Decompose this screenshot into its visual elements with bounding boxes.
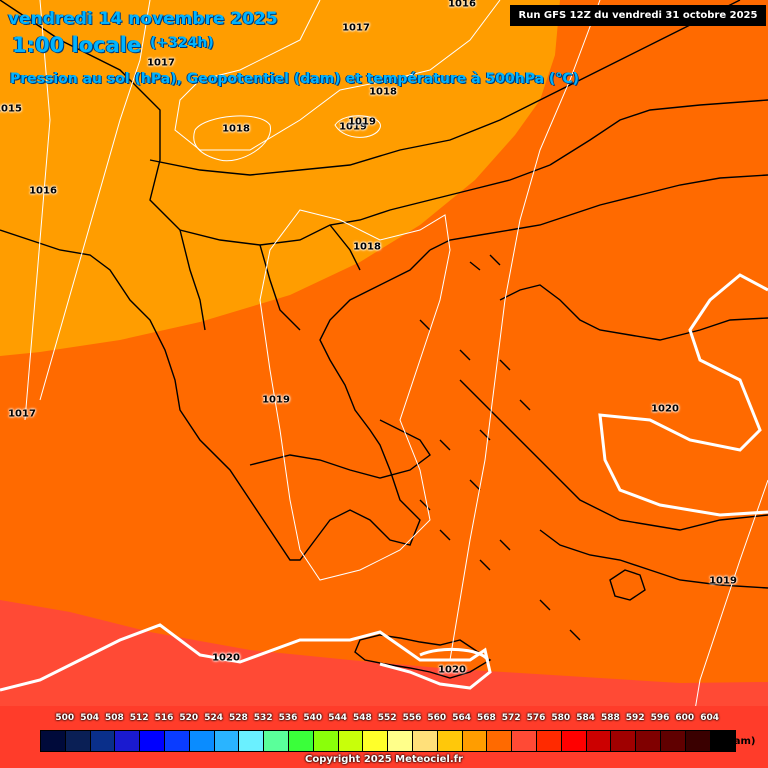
legend-tick-label: 552 (377, 713, 397, 723)
legend-tick-label: 572 (501, 713, 521, 723)
legend-tick-label: 524 (204, 713, 223, 723)
legend-tick-label: 544 (328, 713, 347, 723)
legend-tick-label: 504 (80, 713, 99, 723)
legend-swatch (487, 731, 513, 751)
legend-tick-label: 528 (228, 713, 248, 723)
legend-tick-label: 548 (352, 713, 372, 723)
isobar-label: 1018 (369, 86, 397, 98)
legend-swatch (214, 731, 240, 751)
isobar-label: 1015 (0, 103, 22, 115)
legend-swatch (388, 731, 413, 751)
legend-swatch (239, 731, 265, 751)
legend-swatch (189, 731, 215, 751)
legend-swatch (636, 731, 661, 751)
legend-swatch (288, 731, 314, 751)
isobar-label: 1018 (222, 123, 250, 135)
color-scale (40, 730, 737, 752)
legend-swatch (462, 731, 488, 751)
isobar-label: 1019 (709, 575, 737, 587)
forecast-date: vendredi 14 novembre 2025 (8, 9, 278, 29)
legend-swatch (140, 731, 165, 751)
isobar-label: 1019 (348, 116, 376, 128)
isobar-label: 1020 (212, 652, 240, 664)
legend-swatch (561, 731, 587, 751)
isobar-label: 1017 (8, 408, 36, 420)
isobar-label: 1018 (353, 241, 381, 253)
legend-tick-label: 532 (253, 713, 273, 723)
isobars (0, 0, 768, 741)
legend-tick-label: 560 (427, 713, 447, 723)
legend-swatch (115, 731, 141, 751)
legend-tick-label: 564 (452, 713, 471, 723)
legend-tick-label: 536 (278, 713, 298, 723)
isobar-label: 1019 (262, 394, 290, 406)
legend-tick-label: 500 (55, 713, 75, 723)
legend-swatch (338, 731, 364, 751)
legend-swatch (41, 731, 66, 751)
run-info: Run GFS 12Z du vendredi 31 octobre 2025 (510, 5, 766, 26)
legend-tick-label: 556 (402, 713, 422, 723)
legend-tick-label: 576 (526, 713, 546, 723)
legend-swatch (65, 731, 91, 751)
isobar-label: 1020 (651, 403, 679, 415)
legend-tick-label: 540 (303, 713, 323, 723)
isobar-label: 1020 (438, 664, 466, 676)
forecast-offset: (+324h) (150, 35, 214, 51)
legend-swatch (536, 731, 562, 751)
legend-tick-label: 516 (154, 713, 174, 723)
map-parameters: Pression au sol (hPa), Geopotentiel (dam… (10, 71, 579, 87)
legend-tick-label: 520 (179, 713, 199, 723)
isobar-label: 1016 (29, 185, 57, 197)
legend-tick-label: 604 (700, 713, 719, 723)
legend-tick-label: 584 (576, 713, 595, 723)
legend-swatch (412, 731, 438, 751)
legend-tick-label: 512 (129, 713, 149, 723)
legend-swatch (660, 731, 686, 751)
legend-tick-label: 596 (650, 713, 670, 723)
forecast-hour: 1:00 locale (12, 33, 142, 57)
legend-swatch (685, 731, 711, 751)
legend-tick-label: 508 (104, 713, 124, 723)
legend-tick-label: 568 (476, 713, 496, 723)
copyright: Copyright 2025 Meteociel.fr (305, 754, 463, 765)
legend-swatch (586, 731, 612, 751)
legend-swatch (512, 731, 537, 751)
legend-swatch (710, 731, 736, 751)
legend-tick-label: 592 (625, 713, 645, 723)
legend-ticks: 500 504 508 512 516 520 524 528 532 536 540 544 548 5… (0, 713, 768, 727)
zone-568 (0, 0, 560, 356)
legend-tick-label: 580 (551, 713, 571, 723)
isobar-label: 1017 (147, 57, 175, 69)
legend-swatch (437, 731, 463, 751)
isobar-label: 1019 (339, 121, 367, 133)
legend-swatch (90, 731, 116, 751)
legend-swatch (264, 731, 289, 751)
legend-swatch (164, 731, 190, 751)
coastlines (0, 0, 768, 679)
legend-tick-label: 600 (675, 713, 695, 723)
isobar-label: 1016 (448, 0, 476, 10)
legend-swatch (611, 731, 637, 751)
legend-swatch (363, 731, 389, 751)
legend-tick-label: 588 (600, 713, 620, 723)
isobar-label: 1017 (342, 22, 370, 34)
legend-unit: (dam) (722, 736, 756, 747)
legend-swatch (313, 731, 339, 751)
